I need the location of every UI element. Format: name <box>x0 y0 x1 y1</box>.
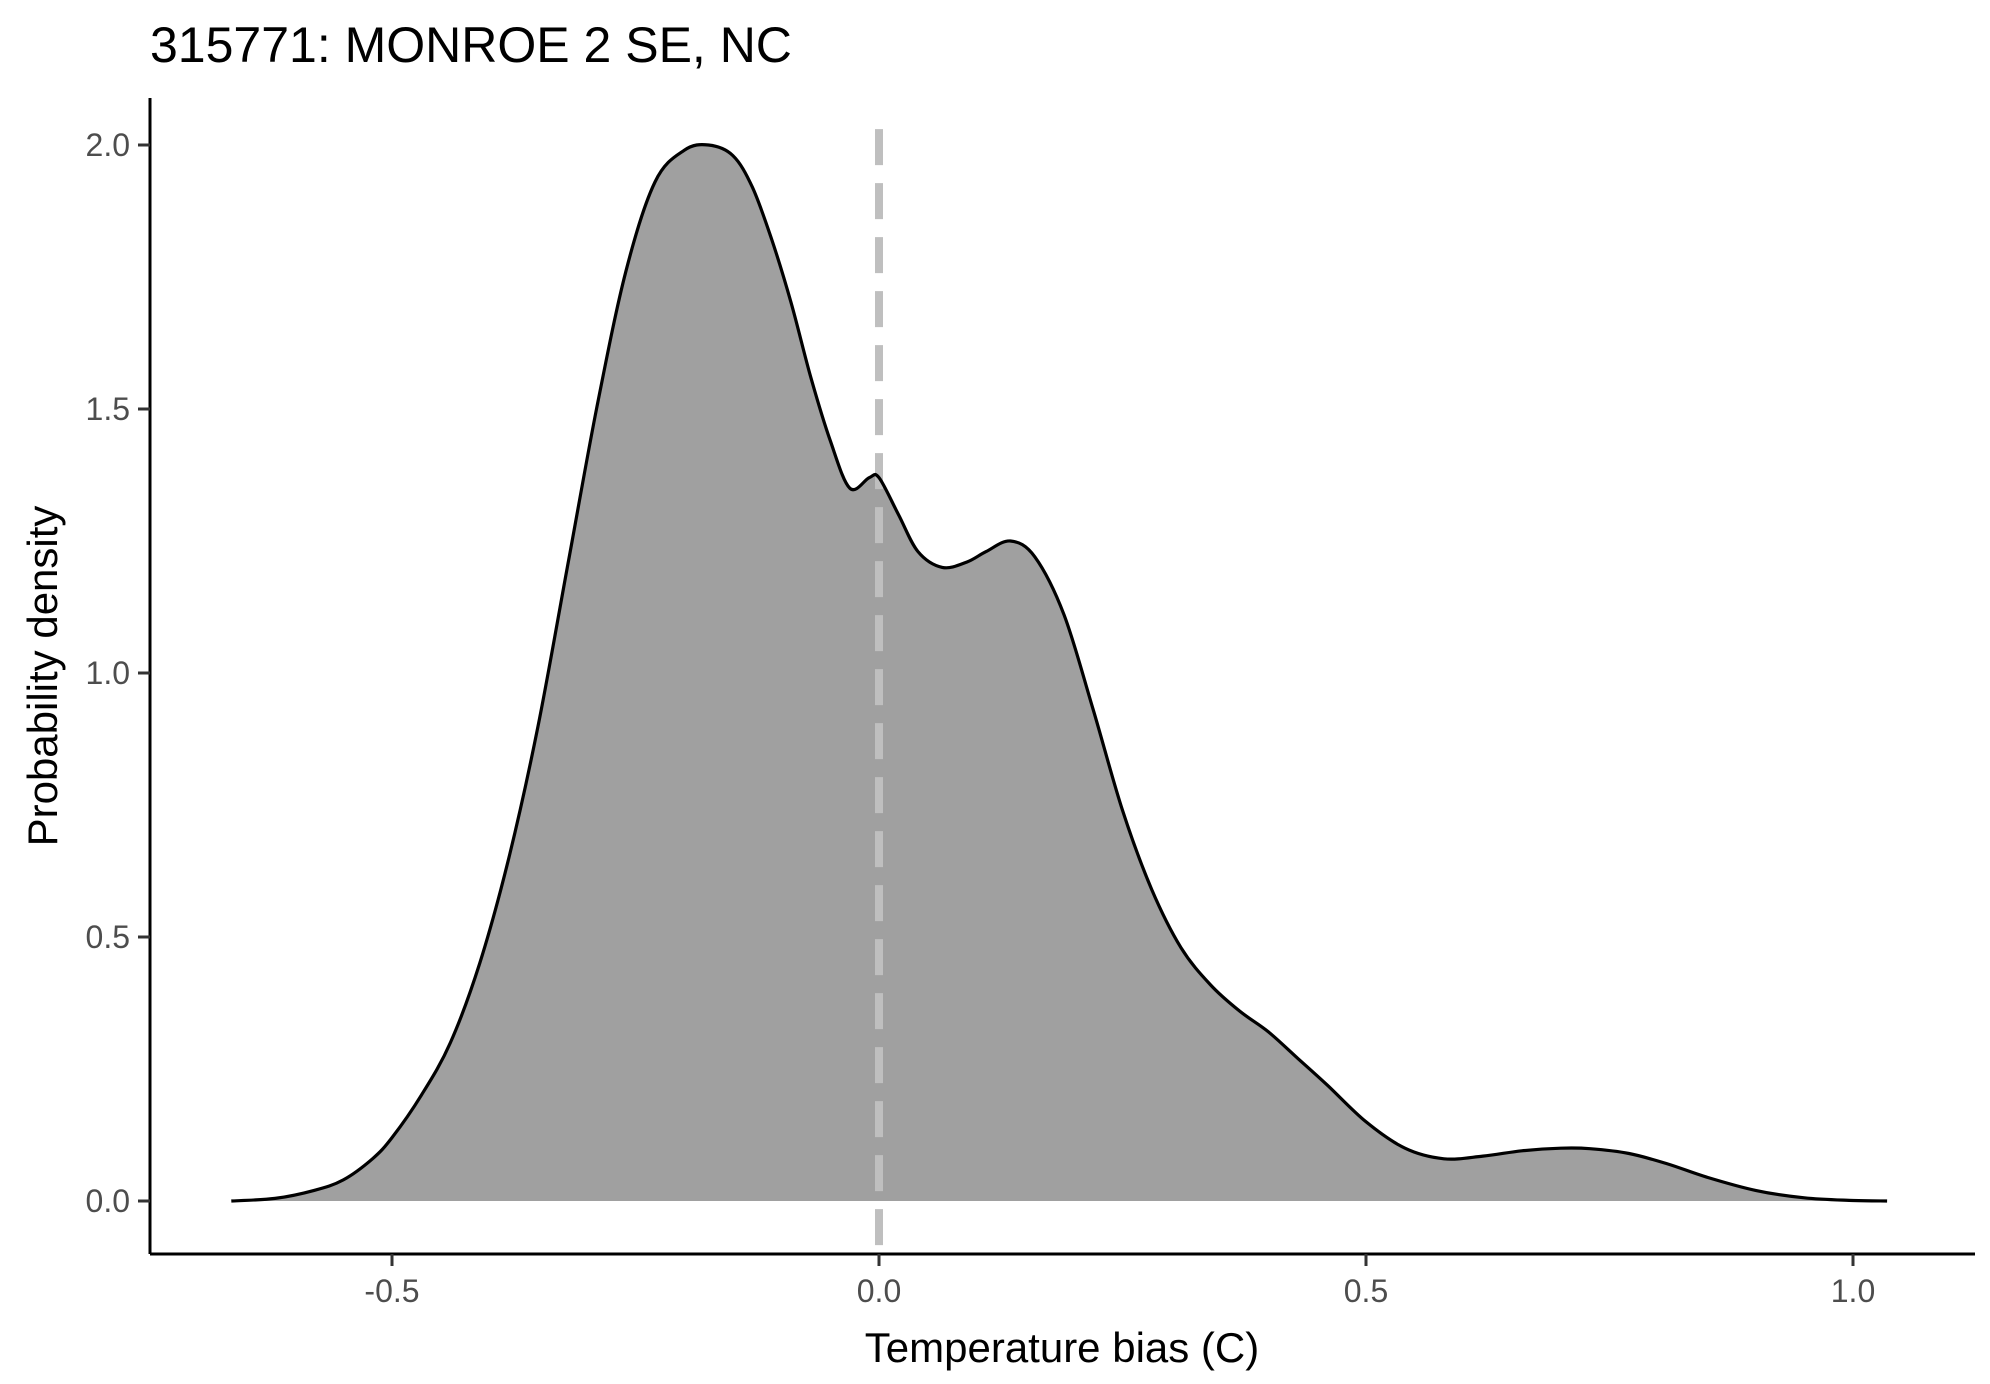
y-axis-ticks: 0.0 0.5 1.0 1.5 2.0 <box>86 127 150 1219</box>
y-tick-label: 1.5 <box>86 391 130 427</box>
chart-title: 315771: MONROE 2 SE, NC <box>150 17 792 73</box>
x-tick-label: -0.5 <box>364 1273 419 1309</box>
y-tick-label: 0.5 <box>86 919 130 955</box>
y-tick-label: 1.0 <box>86 655 130 691</box>
y-tick-label: 2.0 <box>86 127 130 163</box>
density-curve <box>231 142 1888 1203</box>
x-axis-title: Temperature bias (C) <box>865 1324 1259 1371</box>
x-tick-label: 0.0 <box>857 1273 901 1309</box>
y-axis-title: Probability density <box>19 506 66 847</box>
density-area <box>231 144 1888 1202</box>
x-axis-ticks: -0.5 0.0 0.5 1.0 <box>364 1254 1875 1309</box>
x-tick-label: 0.5 <box>1344 1273 1388 1309</box>
plot-area <box>231 129 1888 1254</box>
x-tick-label: 1.0 <box>1831 1273 1875 1309</box>
y-tick-label: 0.0 <box>86 1183 130 1219</box>
